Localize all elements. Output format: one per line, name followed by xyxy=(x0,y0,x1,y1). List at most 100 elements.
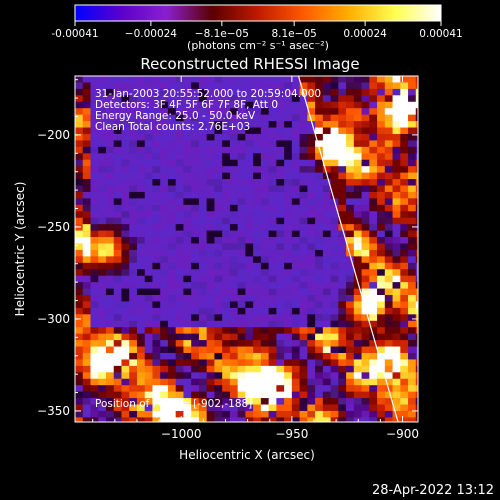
heatmap-cell xyxy=(346,179,355,186)
heatmap-cell xyxy=(315,204,324,212)
heatmap-cell xyxy=(229,314,239,322)
heatmap-cell xyxy=(291,320,301,328)
heatmap-cell xyxy=(144,179,153,186)
heatmap-cell xyxy=(291,217,301,225)
heatmap-cell xyxy=(90,410,99,418)
colorbar-tick-label: 8.1e−05 xyxy=(271,28,316,40)
heatmap-cell xyxy=(129,404,138,412)
heatmap-cell xyxy=(268,333,277,341)
heatmap-cell xyxy=(384,391,393,399)
heatmap-cell xyxy=(167,133,177,141)
heatmap-cell xyxy=(400,76,409,83)
heatmap-cell xyxy=(315,307,324,315)
heatmap-cell xyxy=(384,314,393,322)
heatmap-cell xyxy=(214,249,223,257)
heatmap-cell xyxy=(214,333,223,341)
heatmap-cell xyxy=(400,282,409,289)
heatmap-cell xyxy=(245,230,254,238)
heatmap-cell xyxy=(369,127,378,135)
heatmap-cell xyxy=(330,166,339,174)
heatmap-cell xyxy=(237,121,246,128)
heatmap-cell xyxy=(82,385,91,393)
heatmap-cell xyxy=(291,417,301,422)
heatmap-cell xyxy=(98,333,107,341)
heatmap-cell xyxy=(400,327,409,335)
heatmap-cell xyxy=(260,82,270,90)
heatmap-cell xyxy=(299,82,308,90)
heatmap-cell xyxy=(299,269,308,277)
heatmap-cell xyxy=(152,237,161,244)
heatmap-cell xyxy=(353,114,362,122)
heatmap-cell xyxy=(408,82,417,90)
heatmap-cell xyxy=(237,256,246,264)
heatmap-cell xyxy=(167,410,177,418)
heatmap-cell xyxy=(315,88,324,96)
heatmap-cell xyxy=(392,398,401,405)
heatmap-cell xyxy=(415,140,418,148)
heatmap-cell xyxy=(183,249,192,257)
heatmap-cell xyxy=(245,301,254,309)
heatmap-cell xyxy=(105,185,115,193)
heatmap-cell xyxy=(408,179,417,186)
heatmap-cell xyxy=(361,146,370,154)
heatmap-cell xyxy=(82,185,91,193)
heatmap-cell xyxy=(322,295,331,302)
heatmap-cell xyxy=(260,256,270,264)
heatmap-cell xyxy=(338,378,347,386)
heatmap-cell xyxy=(384,333,393,341)
heatmap-cell xyxy=(307,237,316,244)
heatmap-cell xyxy=(307,127,316,135)
heatmap-cell xyxy=(98,140,107,148)
heatmap-cell xyxy=(167,372,177,380)
heatmap-cell xyxy=(284,140,293,148)
heatmap-cell xyxy=(167,365,177,373)
heatmap-cell xyxy=(384,191,393,199)
heatmap-cell xyxy=(90,185,99,193)
heatmap-cell xyxy=(377,269,386,277)
heatmap-cell xyxy=(284,410,293,418)
heatmap-cell xyxy=(268,101,277,109)
heatmap-cell xyxy=(291,346,301,354)
heatmap-cell xyxy=(392,230,401,238)
heatmap-cell xyxy=(377,172,386,180)
heatmap-cell xyxy=(338,88,347,96)
heatmap-cell xyxy=(82,398,91,405)
heatmap-cell xyxy=(75,95,84,103)
heatmap-cell xyxy=(191,121,200,128)
heatmap-cell xyxy=(276,198,285,206)
heatmap-cell xyxy=(276,275,285,283)
heatmap-cell xyxy=(377,159,386,167)
heatmap-cell xyxy=(113,198,122,206)
heatmap-cell xyxy=(353,256,362,264)
heatmap-cell xyxy=(206,372,215,380)
heatmap-cell xyxy=(253,88,262,96)
heatmap-cell xyxy=(253,340,262,347)
heatmap-cell xyxy=(330,340,339,347)
heatmap-cell xyxy=(276,185,285,193)
heatmap-cell xyxy=(175,211,184,219)
heatmap-cell xyxy=(229,146,239,154)
heatmap-cell xyxy=(183,82,192,90)
heatmap-cell xyxy=(175,76,184,83)
heatmap-cell xyxy=(82,340,91,347)
heatmap-cell xyxy=(113,385,122,393)
heatmap-cell xyxy=(284,398,293,405)
heatmap-cell xyxy=(229,269,239,277)
heatmap-cell xyxy=(377,404,386,412)
heatmap-cell xyxy=(408,243,417,251)
heatmap-cell xyxy=(291,76,301,83)
heatmap-cell xyxy=(113,76,122,83)
heatmap-cell xyxy=(160,159,169,167)
heatmap-cell xyxy=(253,230,262,238)
heatmap-cell xyxy=(346,269,355,277)
heatmap-cell xyxy=(361,224,370,231)
heatmap-cell xyxy=(408,385,417,393)
heatmap-cell xyxy=(129,314,138,322)
heatmap-cell xyxy=(113,269,122,277)
heatmap-cell xyxy=(167,307,177,315)
heatmap-cell xyxy=(400,365,409,373)
heatmap-cell xyxy=(415,243,418,251)
heatmap-cell xyxy=(408,127,417,135)
heatmap-cell xyxy=(152,352,161,360)
heatmap-cell xyxy=(408,108,417,116)
